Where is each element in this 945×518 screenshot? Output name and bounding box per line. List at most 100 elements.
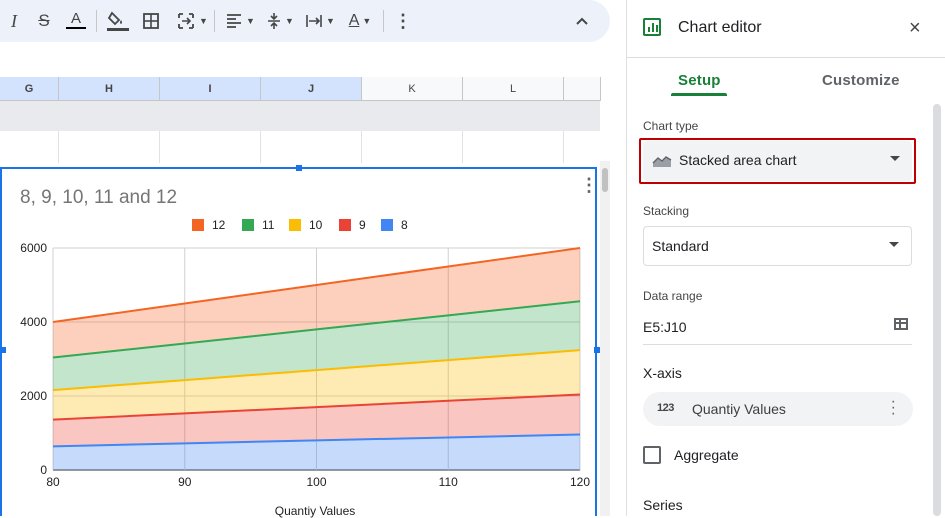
sheet-scrollbar-track[interactable] (600, 161, 610, 516)
x-axis-section-title: X-axis (643, 365, 682, 381)
legend-label-11: 11 (262, 218, 275, 232)
highlight-frame (639, 138, 916, 184)
x-tick-label: 100 (306, 475, 326, 489)
toolbar-divider (214, 10, 215, 32)
chart-type-value: Stacked area chart (679, 152, 797, 168)
legend-swatch-10 (289, 219, 301, 231)
select-range-icon[interactable] (894, 318, 908, 330)
more-icon[interactable]: ⋮ (394, 10, 412, 31)
formatting-toolbar: I S A ▼ ▼ ▼ ▼ A ▼ ⋮ (0, 0, 610, 42)
resize-handle-left[interactable] (0, 347, 6, 353)
chart-editor-icon (643, 18, 661, 36)
chart-menu-icon[interactable]: ⋮ (580, 175, 598, 195)
area-series-12 (53, 248, 580, 358)
chart-type-select[interactable]: Stacked area chart (643, 141, 912, 181)
more-options-icon[interactable]: · · · (890, 393, 896, 422)
resize-handle-right[interactable] (594, 347, 600, 353)
fill-color-icon[interactable] (105, 9, 131, 33)
x-tick-label: 120 (570, 475, 590, 489)
cell-border (361, 131, 362, 163)
cell-border (58, 131, 59, 163)
chart-legend[interactable]: 12 11 10 9 8 (192, 218, 408, 232)
data-range-input[interactable]: E5:J10 (643, 313, 912, 345)
embedded-chart[interactable]: 8, 9, 10, 11 and 12 12 11 10 9 8 0 2000 4000 60… (0, 167, 598, 518)
y-tick-label: 6000 (20, 241, 47, 255)
italic-icon[interactable]: I (11, 10, 17, 31)
strikethrough-icon[interactable]: S (38, 11, 50, 30)
stacking-value: Standard (652, 238, 709, 254)
sheet-scrollbar-thumb[interactable] (602, 168, 608, 192)
legend-swatch-12 (192, 219, 204, 231)
chart-areas (53, 248, 580, 470)
legend-label-10: 10 (309, 218, 323, 232)
legend-label-12: 12 (212, 218, 226, 232)
area-chart-icon (652, 156, 672, 167)
legend-label-8: 8 (401, 218, 408, 232)
column-header-row: G H I J K L (0, 77, 601, 101)
column-header-k[interactable]: K (362, 77, 463, 101)
line-series-10 (52, 349, 581, 392)
wrap-icon[interactable]: ▼ (302, 9, 338, 33)
stacking-select[interactable]: Standard (643, 226, 912, 266)
chevron-down-icon (890, 156, 900, 161)
chevron-down-icon: ▼ (285, 16, 294, 26)
toolbar-area: I S A ▼ ▼ ▼ ▼ A ▼ ⋮ (0, 0, 612, 48)
tab-customize[interactable]: Customize (822, 72, 900, 89)
y-tick-label: 0 (40, 463, 47, 477)
align-icon[interactable]: ▼ (222, 9, 258, 33)
chart-title[interactable]: 8, 9, 10, 11 and 12 (20, 187, 177, 208)
borders-icon[interactable] (140, 9, 162, 33)
line-series-8 (52, 433, 581, 448)
tab-setup[interactable]: Setup (678, 72, 721, 89)
x-tick-label: 90 (178, 475, 192, 489)
line-series-12 (52, 247, 581, 323)
chevron-down-icon: ▼ (326, 16, 335, 26)
cell-border (563, 131, 564, 163)
chevron-down-icon: ▼ (362, 16, 372, 26)
column-header-i[interactable]: I (160, 77, 261, 101)
column-header-l[interactable]: L (463, 77, 564, 101)
chart-lines (52, 247, 581, 448)
y-tick-label: 4000 (20, 315, 47, 329)
chevron-down-icon: ▼ (246, 16, 255, 26)
y-tick-label: 2000 (20, 389, 47, 403)
chart-editor-panel: Chart editor × Setup Customize Chart typ… (626, 0, 945, 516)
chart-editor-title: Chart editor (678, 19, 762, 36)
cell-border (159, 131, 160, 163)
x-axis-chip[interactable]: 123 Quantiy Values · · · (643, 392, 913, 426)
legend-swatch-8 (381, 219, 393, 231)
aggregate-checkbox[interactable] (643, 446, 661, 464)
legend-swatch-11 (242, 219, 254, 231)
column-header-h[interactable]: H (59, 77, 160, 101)
sheet-row[interactable] (0, 131, 600, 163)
number-type-icon: 123 (657, 402, 674, 414)
column-header-g[interactable]: G (0, 77, 59, 101)
column-header-j[interactable]: J (261, 77, 362, 101)
toolbar-divider (96, 10, 97, 32)
x-tick-label: 110 (439, 475, 458, 489)
active-tab-indicator (671, 93, 727, 96)
chevron-down-icon: ▼ (199, 16, 208, 26)
merge-cells-icon[interactable]: ▼ (172, 9, 212, 33)
area-series-10 (53, 350, 580, 420)
x-axis-label[interactable]: Quantiy Values (275, 504, 356, 518)
area-series-11 (53, 301, 580, 391)
collapse-icon[interactable] (572, 9, 592, 33)
legend-swatch-9 (339, 219, 351, 231)
chart-type-label: Chart type (643, 119, 699, 133)
editor-scrollbar[interactable] (933, 104, 941, 516)
resize-handle-top[interactable] (296, 165, 302, 171)
data-range-label: Data range (643, 289, 703, 303)
valign-icon[interactable]: ▼ (262, 9, 298, 33)
series-section-title: Series (643, 497, 683, 513)
close-icon[interactable]: × (909, 17, 921, 39)
chart-editor-header: Chart editor × (627, 0, 945, 58)
text-color-icon[interactable]: A (66, 9, 86, 29)
toolbar-divider (383, 10, 384, 32)
column-header-next[interactable] (564, 77, 601, 101)
x-axis-ticks: 80 90 100 110 120 (46, 475, 590, 489)
line-series-11 (52, 300, 581, 359)
cell-border (462, 131, 463, 163)
rotate-icon[interactable]: A ▼ (342, 9, 378, 33)
highlighted-row[interactable] (0, 101, 600, 131)
